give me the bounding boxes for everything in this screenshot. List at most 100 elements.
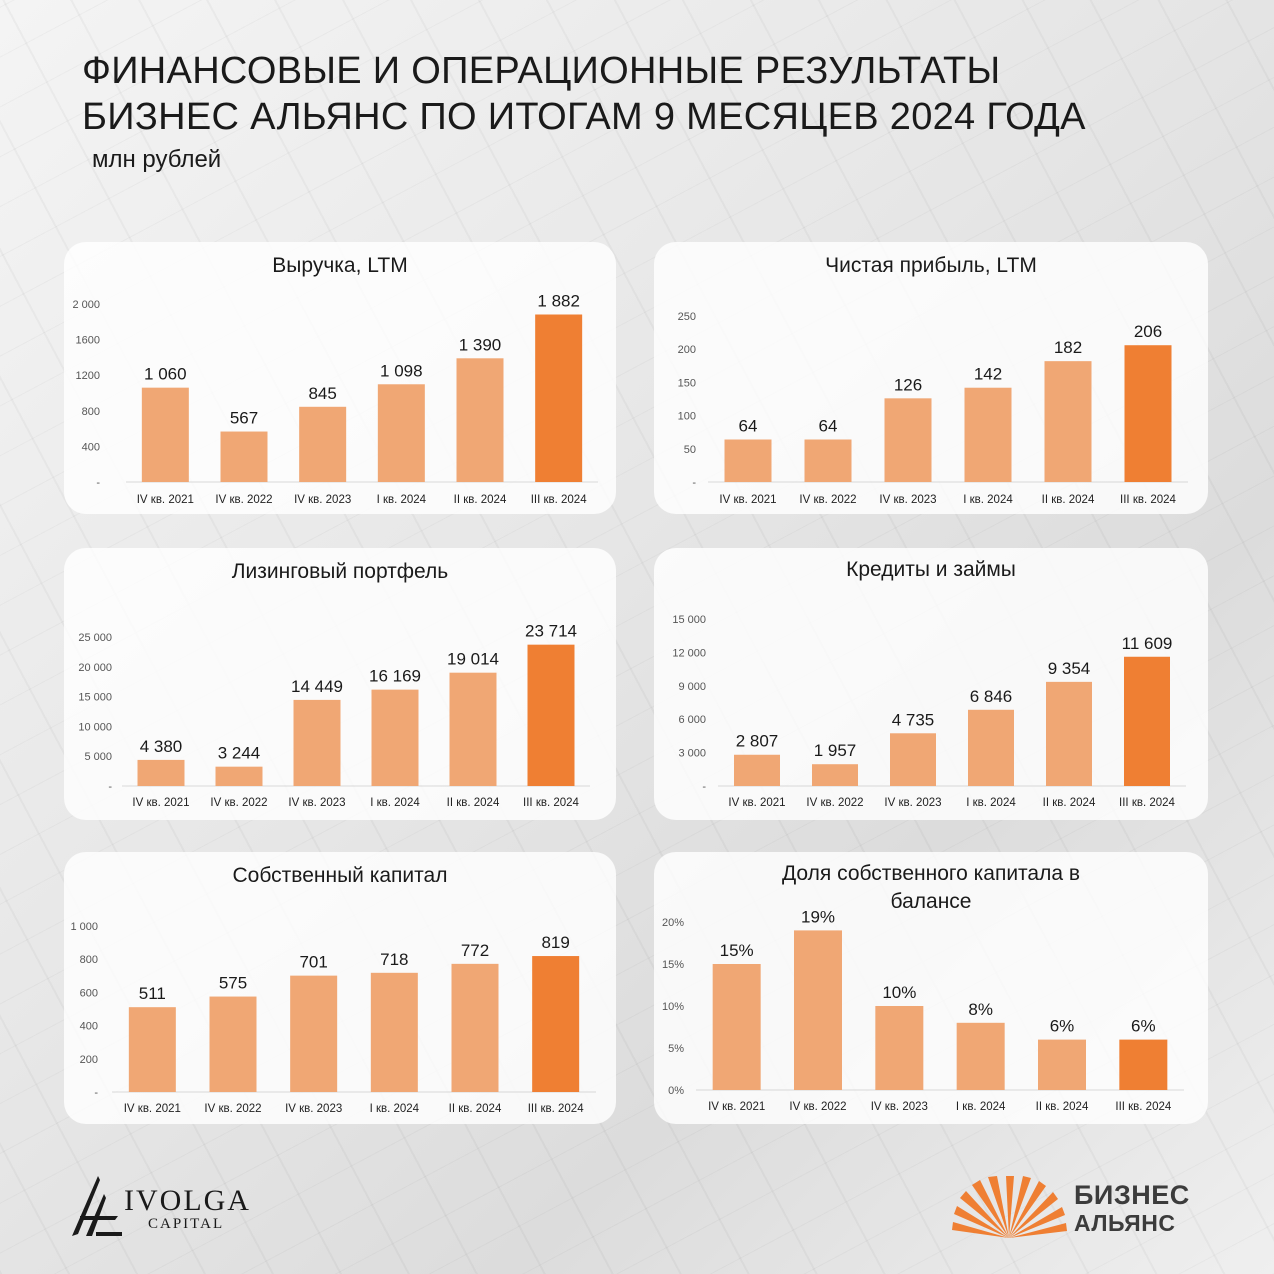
- bar-chart: - 400 800 1200 1600 2 000 1 060 IV кв. 2021 567 I…: [72, 292, 598, 506]
- x-category-label: II кв. 2024: [1043, 797, 1096, 809]
- bar: [794, 930, 842, 1090]
- revenue-chart-title: Выручка, LTM: [272, 254, 408, 277]
- bar-value-label: 3 244: [218, 744, 261, 763]
- bar-value-label: 19%: [801, 907, 835, 926]
- x-category-label: IV кв. 2022: [210, 797, 267, 809]
- y-tick-label: 20 000: [78, 662, 112, 674]
- x-category-label: III кв. 2024: [1115, 1101, 1171, 1113]
- page-title: ФИНАНСОВЫЕ И ОПЕРАЦИОННЫЕ РЕЗУЛЬТАТЫ БИЗН…: [82, 48, 1086, 140]
- bar-value-label: 14 449: [291, 677, 343, 696]
- y-tick-label: 0%: [668, 1085, 684, 1097]
- bar: [1124, 345, 1172, 482]
- bar: [220, 431, 268, 482]
- business-alliance-logo-line-1: БИЗНЕС: [1074, 1180, 1190, 1210]
- y-tick-label: 15 000: [78, 692, 112, 704]
- bar-value-label: 1 060: [144, 365, 187, 384]
- bar: [1038, 1039, 1086, 1090]
- net-profit-chart-title: Чистая прибыль, LTM: [825, 254, 1037, 277]
- y-tick-label: 250: [678, 311, 696, 323]
- x-category-label: II кв. 2024: [1042, 494, 1095, 506]
- leasing-portfolio-chart-title: Лизинговый портфель: [231, 560, 449, 583]
- bar-value-label: 575: [219, 974, 247, 993]
- x-category-label: IV кв. 2021: [728, 797, 785, 809]
- bar: [527, 644, 575, 786]
- x-category-label: IV кв. 2022: [204, 1103, 261, 1115]
- bar-value-label: 4 380: [140, 737, 183, 756]
- leasing-portfolio-chart-card: Лизинговый портфель - 5 000 10 000 15 000 20…: [64, 548, 616, 820]
- bar: [964, 387, 1012, 482]
- y-tick-label: 3 000: [678, 748, 706, 760]
- bar-value-label: 2 807: [736, 732, 779, 751]
- bar-value-label: 23 714: [525, 622, 577, 641]
- bar-value-label: 206: [1134, 322, 1162, 341]
- equity-share-chart-title: Доля собственного капитала в балансе: [781, 862, 1081, 913]
- y-tick-label: 1200: [76, 370, 100, 382]
- bar: [215, 766, 263, 786]
- bar: [299, 406, 347, 482]
- loans-chart-card: Кредиты и займы - 3 000 6 000 9 000 12 000 15…: [654, 548, 1208, 820]
- y-tick-label: 10%: [662, 1001, 684, 1013]
- y-tick-label: 200: [678, 344, 696, 356]
- y-tick-label: 6 000: [678, 714, 706, 726]
- bar-value-label: 64: [819, 417, 838, 436]
- bar: [1124, 656, 1170, 786]
- x-category-label: III кв. 2024: [523, 797, 579, 809]
- bar-value-label: 10%: [882, 983, 916, 1002]
- x-category-label: IV кв. 2021: [719, 494, 776, 506]
- equity-chart-card: Собственный капитал - 200 400 600 800 1 000 51…: [64, 852, 616, 1124]
- bar-chart: - 3 000 6 000 9 000 12 000 15 000 2 807 IV кв. …: [672, 614, 1186, 809]
- y-tick-label: 100: [678, 411, 696, 423]
- bar: [377, 384, 425, 482]
- x-category-label: IV кв. 2022: [799, 494, 856, 506]
- x-category-label: IV кв. 2021: [132, 797, 189, 809]
- x-category-label: IV кв. 2021: [124, 1103, 181, 1115]
- y-tick-label: 50: [684, 444, 696, 456]
- x-category-label: IV кв. 2022: [789, 1101, 846, 1113]
- y-tick-label: 800: [82, 406, 100, 418]
- x-category-label: I кв. 2024: [370, 797, 420, 809]
- bar: [137, 759, 185, 786]
- bar-value-label: 182: [1054, 338, 1082, 357]
- x-category-label: III кв. 2024: [528, 1103, 584, 1115]
- bar-value-label: 126: [894, 375, 922, 394]
- bar-value-label: 819: [541, 933, 569, 952]
- x-category-label: III кв. 2024: [531, 494, 587, 506]
- y-tick-label: 400: [82, 441, 100, 453]
- y-tick-label: -: [702, 781, 706, 793]
- bar-value-label: 1 098: [380, 361, 423, 380]
- bar-chart: - 200 400 600 800 1 000 511 IV кв. 2021 575 IV кв…: [70, 921, 596, 1115]
- bar-value-label: 9 354: [1048, 659, 1091, 678]
- bar-value-label: 511: [139, 984, 166, 1003]
- y-tick-label: 5 000: [84, 751, 112, 763]
- units-subtitle: млн рублей: [92, 146, 222, 173]
- x-category-label: I кв. 2024: [966, 797, 1016, 809]
- x-category-label: IV кв. 2023: [879, 494, 936, 506]
- page-title-line-1: ФИНАНСОВЫЕ И ОПЕРАЦИОННЫЕ РЕЗУЛЬТАТЫ: [82, 50, 1001, 92]
- bar-value-label: 4 735: [892, 710, 935, 729]
- x-category-label: IV кв. 2021: [708, 1101, 765, 1113]
- y-tick-label: 150: [678, 377, 696, 389]
- y-tick-label: -: [94, 1087, 98, 1099]
- y-tick-label: 400: [80, 1021, 98, 1033]
- x-category-label: IV кв. 2022: [215, 494, 272, 506]
- equity-chart-title: Собственный капитал: [232, 864, 448, 887]
- y-tick-label: 200: [80, 1054, 98, 1066]
- bar: [724, 439, 772, 482]
- x-category-label: IV кв. 2023: [288, 797, 345, 809]
- bar-value-label: 8%: [968, 1000, 993, 1019]
- bar: [734, 754, 780, 786]
- y-tick-label: 1 000: [70, 921, 98, 933]
- x-category-label: II кв. 2024: [449, 1103, 502, 1115]
- bar-value-label: 567: [230, 409, 258, 428]
- business-alliance-logo-line-2: АЛЬЯНС: [1074, 1210, 1176, 1236]
- x-category-label: IV кв. 2022: [806, 797, 863, 809]
- bar-chart: 0% 5% 10% 15% 20% 15% IV кв. 2021 19% IV кв. 202…: [662, 907, 1184, 1113]
- y-tick-label: 5%: [668, 1043, 684, 1055]
- bar-value-label: 718: [380, 950, 408, 969]
- bar: [1119, 1039, 1168, 1090]
- bar-value-label: 6%: [1050, 1017, 1075, 1036]
- x-category-label: I кв. 2024: [377, 494, 427, 506]
- bar: [712, 964, 761, 1090]
- y-tick-label: 20%: [662, 917, 684, 929]
- bar-value-label: 1 882: [537, 292, 580, 311]
